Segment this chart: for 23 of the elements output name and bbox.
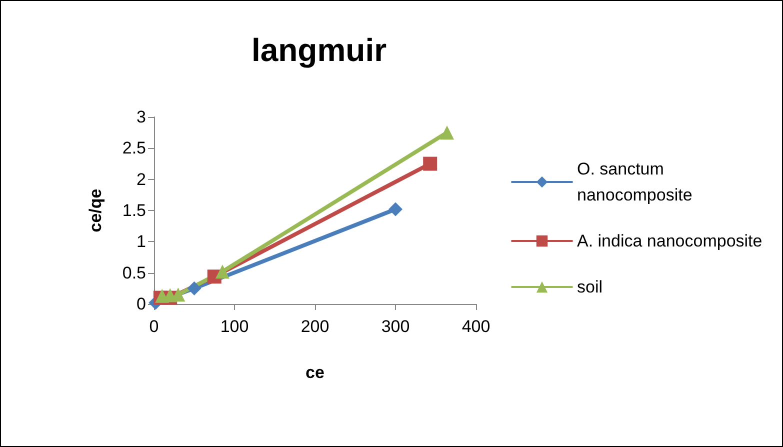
legend-label: A. indica nanocomposite <box>577 232 762 250</box>
chart-title: langmuir <box>251 32 387 68</box>
y-tick-label: 0 <box>136 294 146 314</box>
legend-label: O. sanctum nanocomposite <box>577 160 692 204</box>
x-tick-label: 0 <box>149 317 159 336</box>
point <box>215 264 230 279</box>
y-axis-title: ce/qe <box>86 188 105 232</box>
point <box>187 281 202 296</box>
y-tick-label: 1.5 <box>122 201 146 220</box>
x-tick-label: 300 <box>381 317 410 336</box>
y-tick-label: 0.5 <box>122 263 146 282</box>
point <box>423 156 438 171</box>
point <box>440 126 454 140</box>
x-tick-label: 200 <box>300 317 330 336</box>
legend-label: soil <box>577 278 603 296</box>
y-tick-label: 3 <box>136 108 146 126</box>
y-tick-label: 2 <box>136 170 146 189</box>
y-tick-label: 2.5 <box>122 138 146 158</box>
y-tick-label: 1 <box>136 232 146 252</box>
x-tick-label: 400 <box>462 317 490 336</box>
point <box>388 202 402 216</box>
x-tick-label: 100 <box>220 317 249 336</box>
x-axis-title: ce <box>306 363 324 382</box>
